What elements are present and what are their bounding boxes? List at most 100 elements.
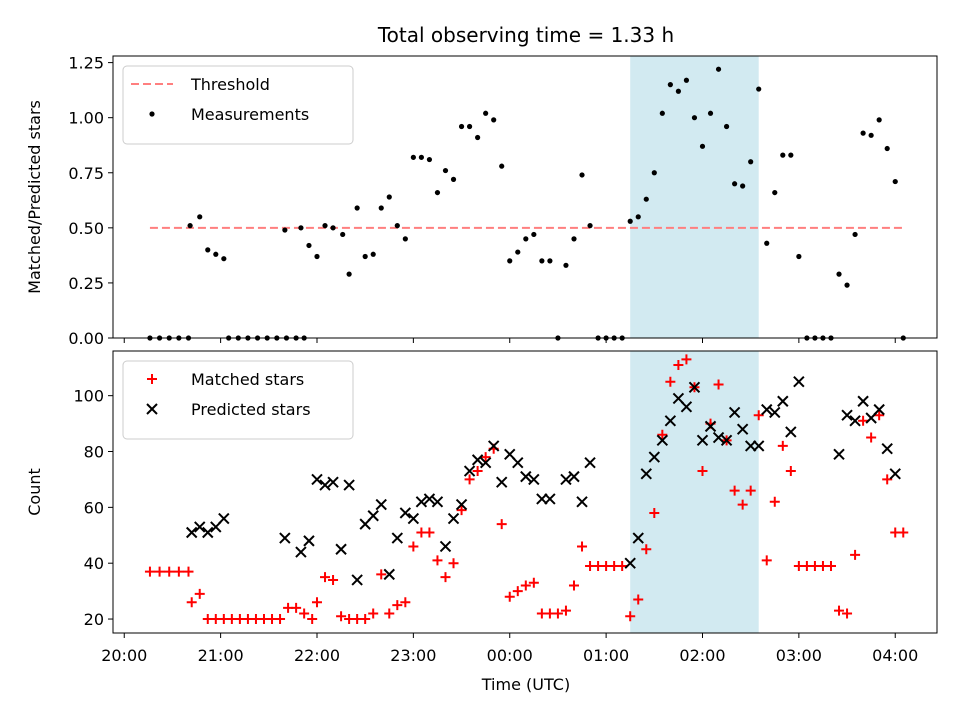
data-point bbox=[370, 251, 376, 257]
data-point bbox=[499, 163, 505, 169]
data-point bbox=[423, 493, 436, 505]
data-point bbox=[785, 426, 797, 438]
data-point bbox=[881, 443, 893, 455]
data-point bbox=[627, 218, 633, 224]
x-tick-label: 22:00 bbox=[294, 646, 340, 665]
data-point bbox=[275, 614, 286, 625]
legend-label: Measurements bbox=[191, 105, 309, 124]
y-tick-label: 1.00 bbox=[68, 109, 104, 128]
data-point bbox=[376, 569, 387, 580]
data-point bbox=[882, 474, 893, 485]
x-tick-label: 00:00 bbox=[487, 646, 533, 665]
y-tick-label: 60 bbox=[84, 498, 104, 517]
x-tick-label: 01:00 bbox=[583, 646, 629, 665]
y-axis-label: Count bbox=[25, 468, 44, 516]
y-tick-label: 0.50 bbox=[68, 219, 104, 238]
data-point bbox=[314, 253, 320, 260]
data-point bbox=[496, 519, 507, 530]
data-point bbox=[753, 440, 765, 452]
data-point bbox=[306, 242, 312, 249]
data-point bbox=[649, 507, 660, 518]
legend-symbol bbox=[149, 111, 155, 117]
x-tick-label: 04:00 bbox=[872, 646, 918, 665]
data-point bbox=[351, 574, 363, 586]
data-point bbox=[458, 123, 465, 130]
data-point bbox=[340, 231, 346, 238]
data-point bbox=[696, 434, 709, 447]
data-point bbox=[884, 145, 890, 152]
data-point bbox=[299, 608, 310, 619]
data-point bbox=[617, 560, 628, 571]
data-point bbox=[748, 159, 754, 165]
data-point bbox=[322, 223, 328, 229]
data-point bbox=[842, 608, 853, 619]
data-point bbox=[873, 403, 885, 416]
data-point bbox=[336, 611, 347, 622]
data-point bbox=[723, 123, 730, 130]
data-point bbox=[185, 526, 198, 539]
highlight-span bbox=[630, 56, 759, 338]
data-point bbox=[587, 223, 593, 229]
data-point bbox=[777, 440, 788, 451]
data-point bbox=[330, 225, 336, 231]
data-point bbox=[218, 512, 230, 525]
data-point bbox=[892, 178, 898, 185]
data-point bbox=[560, 473, 572, 486]
data-point bbox=[173, 566, 184, 577]
data-point bbox=[426, 156, 433, 163]
x-tick-label: 20:00 bbox=[101, 646, 147, 665]
data-point bbox=[737, 499, 748, 510]
y-tick-label: 0.25 bbox=[68, 274, 104, 293]
data-point bbox=[328, 574, 339, 585]
data-point bbox=[507, 258, 513, 264]
data-point bbox=[504, 591, 515, 602]
data-point bbox=[367, 510, 379, 522]
data-point bbox=[874, 410, 885, 421]
data-point bbox=[756, 86, 762, 92]
y-tick-label: 0.00 bbox=[68, 329, 104, 348]
data-point bbox=[392, 600, 403, 611]
data-point bbox=[408, 541, 419, 552]
y-tick-label: 1.25 bbox=[68, 54, 104, 73]
y-tick-label: 40 bbox=[84, 554, 104, 573]
data-point bbox=[667, 82, 673, 88]
data-point bbox=[793, 376, 805, 388]
highlight-span bbox=[630, 351, 759, 633]
data-point bbox=[753, 410, 764, 421]
data-point bbox=[439, 540, 452, 553]
data-point bbox=[383, 568, 395, 581]
data-point bbox=[360, 614, 371, 625]
data-point bbox=[354, 205, 360, 211]
data-point bbox=[761, 555, 772, 566]
data-point bbox=[849, 415, 861, 427]
data-point bbox=[866, 432, 877, 443]
data-point bbox=[362, 253, 368, 260]
data-point bbox=[688, 381, 701, 394]
data-point bbox=[282, 227, 288, 233]
data-point bbox=[625, 611, 636, 622]
data-point bbox=[320, 572, 331, 583]
data-point bbox=[850, 549, 861, 560]
legend: Matched stars Predicted stars bbox=[122, 360, 354, 440]
data-point bbox=[656, 434, 669, 447]
y-tick-label: 80 bbox=[84, 443, 104, 462]
data-point bbox=[769, 406, 781, 419]
data-point bbox=[673, 359, 684, 370]
data-point bbox=[197, 214, 203, 220]
data-point bbox=[651, 170, 657, 176]
data-point bbox=[164, 566, 175, 577]
data-point bbox=[665, 376, 676, 387]
data-point bbox=[898, 527, 909, 538]
data-point bbox=[520, 470, 532, 483]
data-point bbox=[560, 605, 571, 616]
x-tick-label: 03:00 bbox=[776, 646, 822, 665]
data-point bbox=[464, 474, 475, 485]
data-point bbox=[563, 262, 569, 268]
data-point bbox=[577, 541, 588, 552]
data-point bbox=[154, 566, 165, 577]
data-point bbox=[664, 415, 677, 427]
data-point bbox=[715, 66, 722, 72]
data-point bbox=[311, 473, 323, 486]
data-point bbox=[295, 546, 307, 558]
legend-box bbox=[122, 360, 354, 440]
